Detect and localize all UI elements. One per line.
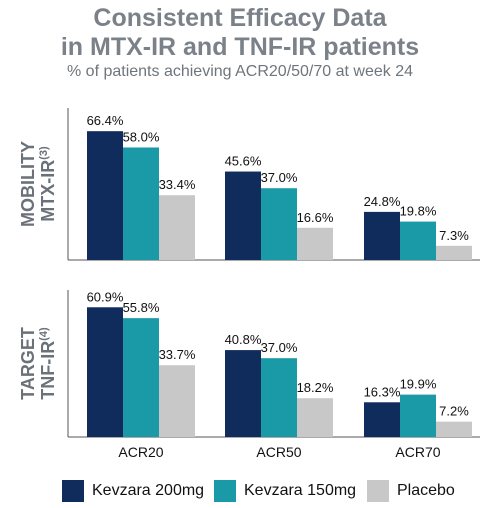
bar [364,402,400,437]
legend-label-placebo: Placebo [397,482,455,499]
bar [297,227,333,260]
bar [261,188,297,260]
data-label: 33.7% [159,347,196,362]
bar [123,318,159,437]
legend-swatch-kevzara-200 [62,480,84,502]
data-label: 19.8% [400,204,437,219]
data-label: 7.3% [439,228,469,243]
data-label: 18.2% [297,380,334,395]
bar [159,195,195,260]
data-label: 55.8% [123,300,160,315]
legend-label-kevzara-200: Kevzara 200mg [92,482,205,499]
data-label: 24.8% [364,194,401,209]
chart-title-line1: Consistent Efficacy Data [93,4,387,32]
bar [159,365,195,437]
data-label: 40.8% [225,332,262,347]
legend-item-kevzara-150: Kevzara 150mg [214,480,356,502]
row-label: MOBILITY MTX-IR(3) [18,141,58,227]
row-label-superscript: (3) [38,146,50,160]
row-label-line2: MTX-IR(3) [38,146,58,222]
x-tick-label: ACR50 [256,444,301,460]
bar [364,211,400,260]
row-label-line1: MOBILITY [18,141,38,227]
row-label-superscript: (4) [38,327,50,341]
data-label: 37.0% [261,170,298,185]
data-label: 19.9% [400,377,437,392]
row-label: TARGET TNF-IR(4) [18,327,58,400]
data-label: 66.4% [87,113,124,128]
bar [297,398,333,437]
legend-item-placebo: Placebo [367,480,455,502]
data-label: 58.0% [123,129,160,144]
row-label-line1: TARGET [18,327,38,400]
legend-swatch-placebo [367,480,389,502]
x-tick-label: ACR20 [118,444,163,460]
chart-subtitle: % of patients achieving ACR20/50/70 at w… [67,63,413,80]
chart-title-line2: in MTX-IR and TNF-IR patients [60,33,420,61]
bar [436,421,472,437]
data-label: 33.4% [159,177,196,192]
data-label: 45.6% [225,154,262,169]
bar [400,394,436,437]
legend-item-kevzara-200: Kevzara 200mg [62,480,204,502]
bar [87,307,123,437]
legend-label-kevzara-150: Kevzara 150mg [244,482,357,499]
bar [261,358,297,437]
data-label: 16.6% [297,210,334,225]
bar [123,147,159,260]
data-label: 60.9% [87,289,124,304]
bar [225,350,261,437]
x-tick-label: ACR70 [395,444,440,460]
bar [225,171,261,260]
row-label-line2: TNF-IR(4) [38,327,58,400]
bar [400,221,436,260]
legend-swatch-kevzara-150 [214,480,236,502]
data-label: 37.0% [261,340,298,355]
bar [87,131,123,260]
data-label: 16.3% [364,384,401,399]
bar [436,245,472,260]
data-label: 7.2% [439,404,469,419]
